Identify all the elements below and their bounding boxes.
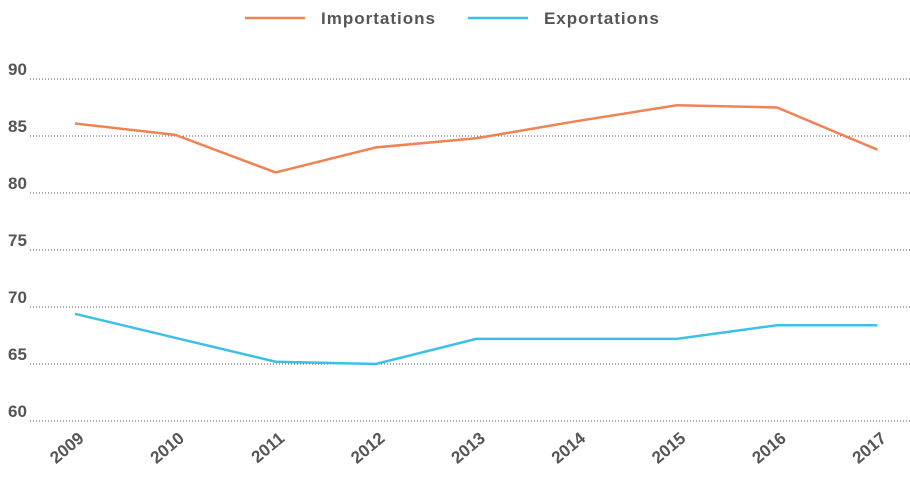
y-tick-label: 80 (8, 174, 27, 193)
x-tick-label: 2017 (849, 429, 890, 468)
y-tick-label: 60 (8, 402, 27, 421)
x-tick-label: 2010 (147, 429, 188, 468)
x-tick-label: 2016 (748, 429, 789, 468)
x-tick-label: 2011 (248, 429, 288, 467)
y-tick-label: 90 (8, 60, 27, 79)
legend: Importations Exportations (245, 9, 660, 28)
line-series (74, 103, 878, 174)
x-tick-label: 2015 (648, 429, 689, 468)
legend-label: Importations (321, 9, 436, 28)
x-tick-label: 2012 (347, 429, 388, 468)
legend-label: Exportations (544, 9, 660, 28)
x-tick-label: 2014 (548, 428, 590, 467)
y-tick-label: 65 (8, 345, 27, 364)
x-tick-label: 2013 (448, 429, 489, 468)
x-tick-label: 2009 (46, 429, 87, 468)
y-tick-label: 85 (8, 117, 27, 136)
y-tick-label: 75 (8, 231, 27, 250)
y-tick-label: 70 (8, 288, 27, 307)
line-series (74, 312, 878, 366)
